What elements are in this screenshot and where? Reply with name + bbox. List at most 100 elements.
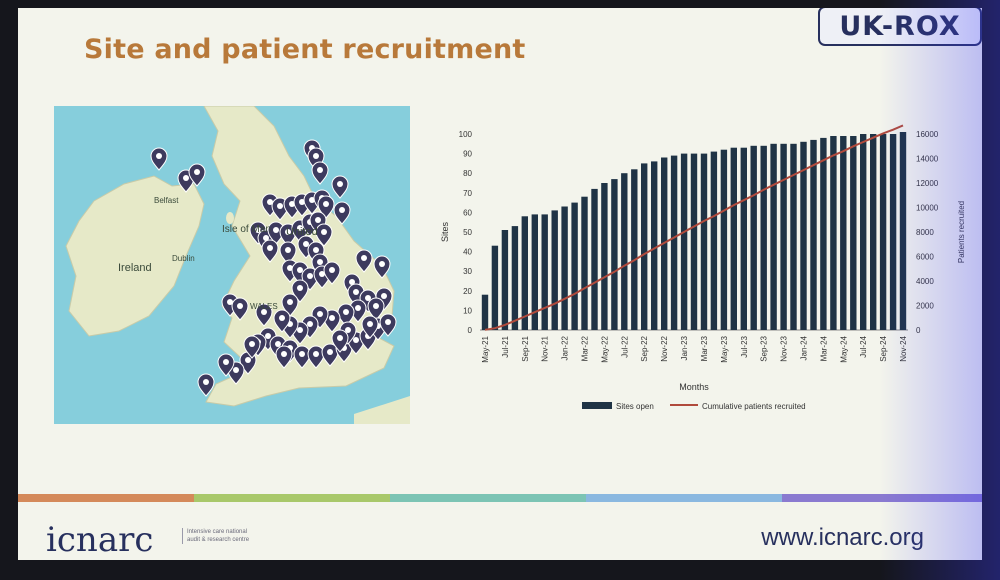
- site-pin-icon: [273, 309, 291, 333]
- site-pin-icon: [217, 353, 235, 377]
- footer-url[interactable]: www.icnarc.org: [761, 524, 924, 551]
- bar-sites-open: [621, 173, 628, 330]
- site-pin-dot: [194, 169, 200, 175]
- site-pin-dot: [355, 305, 361, 311]
- x-tick-label: May-22: [600, 335, 609, 362]
- site-pin-icon: [255, 303, 273, 327]
- site-pin-dot: [273, 227, 279, 233]
- site-pin-dot: [233, 367, 239, 373]
- site-pin-dot: [297, 285, 303, 291]
- site-pin-dot: [203, 379, 209, 385]
- site-pin-dot: [379, 261, 385, 267]
- bar-sites-open: [690, 153, 698, 330]
- label-ireland: Ireland: [118, 262, 152, 274]
- x-tick-label: Jan-24: [800, 335, 809, 360]
- site-pin-dot: [265, 333, 271, 339]
- site-pin-icon: [150, 147, 168, 171]
- x-tick-label: Sep-22: [640, 335, 649, 361]
- x-axis-title: Months: [679, 382, 709, 392]
- bar-sites-open: [670, 155, 678, 330]
- site-pin-dot: [329, 315, 335, 321]
- y2-tick-label: 2000: [916, 302, 934, 311]
- bar-sites-open: [899, 132, 907, 330]
- x-tick-label: Mar-24: [819, 335, 828, 361]
- x-tick-label: May-23: [720, 335, 729, 362]
- x-tick-label: May-21: [481, 335, 490, 362]
- icnarc-descriptor: Intensive care national audit & research…: [182, 528, 257, 544]
- stripe-orange: [18, 494, 194, 502]
- bar-sites-open: [491, 245, 499, 330]
- bar-sites-open: [631, 169, 638, 330]
- bar-sites-open: [770, 143, 777, 330]
- bar-sites-open: [511, 226, 519, 330]
- bar-sites-open: [830, 136, 837, 330]
- y-tick-label: 60: [463, 208, 472, 217]
- stripe-teal: [390, 494, 586, 502]
- bar-sites-open: [641, 163, 648, 330]
- label-belfast: Belfast: [154, 196, 179, 205]
- site-pin-icon: [331, 175, 349, 199]
- bar-sites-open: [611, 179, 618, 330]
- bar-sites-open: [531, 214, 538, 330]
- y-tick-label: 50: [463, 228, 472, 237]
- site-pin-dot: [327, 349, 333, 355]
- site-pin-dot: [343, 309, 349, 315]
- bar-sites-open: [700, 153, 708, 330]
- bar-sites-open: [481, 294, 489, 330]
- site-pin-dot: [297, 225, 303, 231]
- y2-tick-label: 10000: [916, 204, 939, 213]
- site-pin-icon: [315, 223, 333, 247]
- site-pin-dot: [339, 207, 345, 213]
- bar-sites-open: [820, 137, 827, 330]
- stripe-purple: [782, 494, 982, 502]
- site-pin-dot: [313, 153, 319, 159]
- site-pin-dot: [353, 289, 359, 295]
- site-pin-dot: [289, 201, 295, 207]
- recruitment-chart: 0 10 20 30 40 50 60 70 80 90 100 0 2000 4000 6000 8000 1…: [434, 108, 974, 428]
- legend-label-sites: Sites open: [616, 402, 654, 411]
- site-pin-dot: [303, 241, 309, 247]
- site-pin-dot: [277, 203, 283, 209]
- site-pin-icon: [188, 163, 206, 187]
- bar-sites-open: [879, 134, 887, 330]
- x-tick-label: Jan-22: [561, 335, 570, 360]
- bar-sites-open: [740, 147, 747, 330]
- bar-sites-open: [601, 183, 608, 330]
- y-tick-label: 90: [463, 150, 472, 159]
- site-pins: [150, 139, 397, 397]
- site-pin-dot: [361, 255, 367, 261]
- bar-sites-open: [810, 139, 817, 330]
- site-pin-dot: [317, 311, 323, 317]
- x-tick-label: Nov-21: [541, 335, 550, 361]
- bar-sites-open: [680, 153, 688, 330]
- bar-sites-open: [720, 149, 728, 330]
- site-pin-dot: [287, 265, 293, 271]
- x-tick-label: Nov-23: [780, 335, 789, 361]
- site-pin-dot: [385, 319, 391, 325]
- bar-sites-open: [551, 210, 558, 330]
- ireland-landmass: [65, 175, 205, 337]
- x-tick-label: Jul-23: [740, 335, 749, 357]
- x-tick-label: Mar-23: [700, 335, 709, 361]
- y-axis-title: Sites: [440, 221, 450, 242]
- bar-sites-open: [889, 134, 897, 330]
- site-pin-dot: [287, 299, 293, 305]
- y2-tick-label: 8000: [916, 228, 934, 237]
- site-pin-dot: [223, 359, 229, 365]
- y2-tick-label: 4000: [916, 277, 934, 286]
- site-pin-dot: [297, 267, 303, 273]
- bar-sites-open: [521, 216, 528, 330]
- site-pin-dot: [337, 335, 343, 341]
- y-tick-label: 100: [459, 130, 473, 139]
- slide: Site and patient recruitment UK-ROX Irel…: [18, 8, 982, 560]
- site-pin-dot: [319, 271, 325, 277]
- site-pin-dot: [345, 327, 351, 333]
- x-tick-label: Jul-22: [620, 335, 629, 357]
- site-pin-dot: [249, 341, 255, 347]
- x-tick-label: Jul-21: [501, 335, 510, 357]
- site-pin-dot: [281, 351, 287, 357]
- site-pin-icon: [361, 315, 379, 339]
- site-pin-icon: [307, 345, 325, 369]
- bar-sites-open: [571, 202, 578, 330]
- site-pin-dot: [261, 309, 267, 315]
